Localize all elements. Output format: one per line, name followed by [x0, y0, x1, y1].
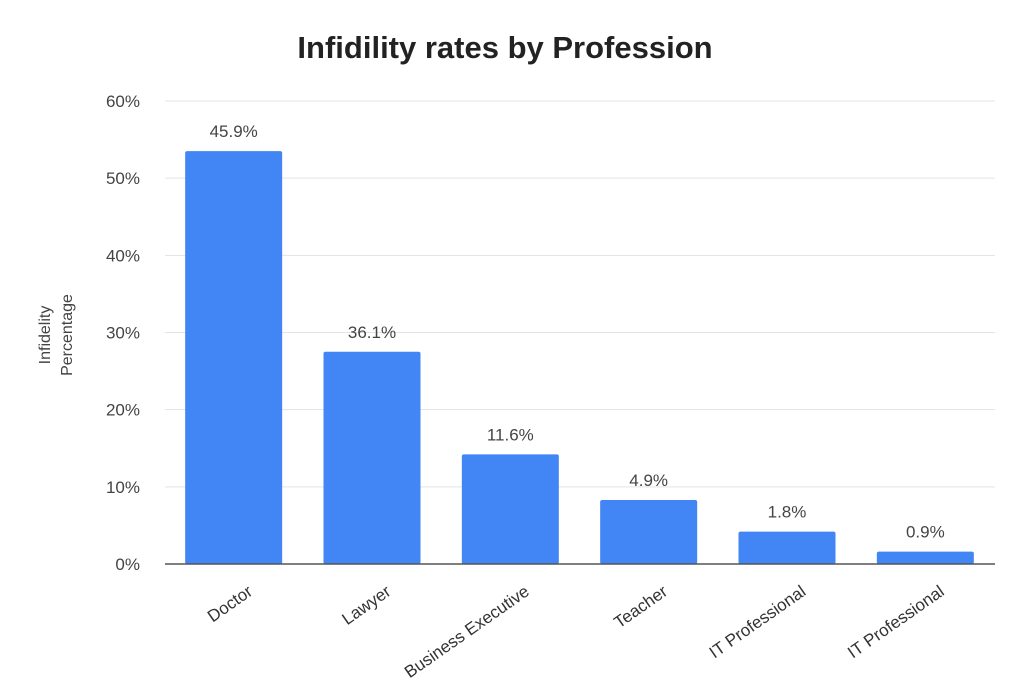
y-axis-title: Infidelity Percentage — [37, 294, 76, 376]
bar — [876, 551, 974, 564]
y-tick-label: 20% — [106, 401, 140, 420]
y-tick-label: 10% — [106, 478, 140, 497]
chart-title: Infidility rates by Profession — [297, 30, 713, 65]
category-label: IT Professional — [844, 582, 948, 662]
bar — [323, 351, 421, 564]
y-tick-label: 30% — [106, 324, 140, 343]
bar — [461, 454, 559, 564]
data-label: 4.9% — [629, 471, 668, 490]
category-label: Doctor — [204, 582, 256, 626]
data-label: 0.9% — [906, 523, 945, 542]
data-label: 11.6% — [487, 425, 534, 444]
category-label: Teacher — [611, 582, 672, 632]
bar — [600, 499, 698, 564]
y-tick-label: 60% — [106, 92, 140, 111]
category-label: Lawyer — [338, 582, 394, 629]
category-label: Business Executive — [401, 582, 533, 682]
data-label: 45.9% — [210, 122, 258, 141]
category-label: IT Professional — [706, 582, 810, 662]
y-tick-label: 0% — [115, 555, 140, 574]
y-tick-label: 40% — [106, 246, 140, 265]
bar — [185, 151, 283, 565]
data-label: 36.1% — [348, 323, 396, 342]
bar — [738, 531, 836, 564]
y-tick-label: 50% — [106, 169, 140, 188]
data-label: 1.8% — [768, 503, 807, 522]
